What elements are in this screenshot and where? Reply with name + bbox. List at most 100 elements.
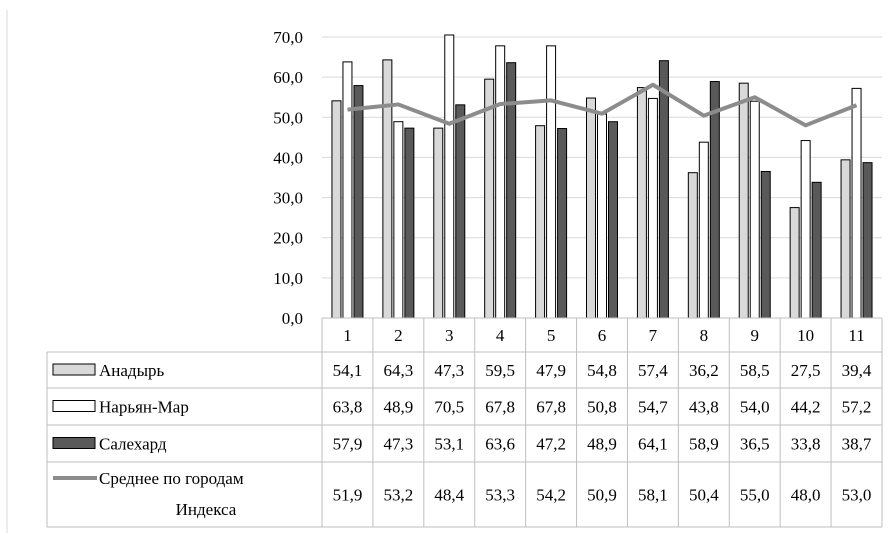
- data-label: 47,2: [536, 435, 566, 454]
- data-label: 50,8: [587, 398, 617, 417]
- y-tick-label: 70,0: [273, 28, 303, 47]
- bar: [444, 34, 455, 319]
- bar: [738, 82, 749, 319]
- data-label: 54,7: [638, 398, 668, 417]
- data-label: 43,8: [689, 398, 719, 417]
- data-label: 58,5: [740, 361, 770, 380]
- average-line: [347, 82, 858, 128]
- bar: [353, 85, 364, 319]
- bar: [546, 45, 557, 319]
- data-label: 36,2: [689, 361, 719, 380]
- data-label: 36,5: [740, 435, 770, 454]
- data-label: 67,8: [485, 398, 515, 417]
- y-tick-label: 10,0: [273, 269, 303, 288]
- data-label: 44,2: [791, 398, 821, 417]
- x-tick-label: 1: [343, 326, 352, 345]
- data-label: 47,9: [536, 361, 566, 380]
- data-label: 54,2: [536, 486, 566, 505]
- data-label: 70,5: [434, 398, 464, 417]
- y-tick-label: 30,0: [273, 189, 303, 208]
- data-label: 48,9: [587, 435, 617, 454]
- legend-label: Нарьян-Мар: [99, 398, 189, 417]
- data-label: 27,5: [791, 361, 821, 380]
- data-label: 63,8: [333, 398, 363, 417]
- data-label: 38,7: [842, 435, 872, 454]
- bar: [404, 127, 415, 319]
- data-label: 57,2: [842, 398, 872, 417]
- bar: [647, 97, 658, 319]
- data-label: 47,3: [383, 435, 413, 454]
- x-tick-label: 11: [848, 326, 864, 345]
- bar: [608, 121, 618, 319]
- x-tick-label: 8: [700, 326, 709, 345]
- bar: [709, 81, 720, 319]
- y-tick-label: 20,0: [273, 229, 303, 248]
- average-line-series: [347, 82, 858, 128]
- bar: [586, 97, 596, 319]
- data-label: 50,4: [689, 486, 719, 505]
- data-label: 47,3: [434, 361, 464, 380]
- data-label: 64,3: [383, 361, 413, 380]
- data-label: 48,4: [434, 486, 464, 505]
- data-table: 1 2 3 4 5 6 7 8 9 10 11 Анадырь 54,1 64,3 47,3 59,5 47,9…: [46, 317, 883, 528]
- y-axis: 0,0 10,0 20,0 30,0 40,0 50,0 60,0 70,0: [273, 28, 303, 328]
- data-label: 58,9: [689, 435, 719, 454]
- data-label: 57,4: [638, 361, 668, 380]
- x-tick-label: 4: [496, 326, 505, 345]
- legend-label: Анадырь: [99, 361, 164, 380]
- x-tick-label: 6: [598, 326, 607, 345]
- y-tick-label: 40,0: [273, 148, 303, 167]
- bar: [658, 60, 669, 319]
- bar: [506, 62, 517, 319]
- data-label: 63,6: [485, 435, 515, 454]
- bar: [455, 104, 466, 319]
- bar: [342, 61, 353, 319]
- data-label: 58,1: [638, 486, 668, 505]
- bar: [698, 141, 709, 319]
- x-tick-label: 2: [394, 326, 403, 345]
- data-label: 48,0: [791, 486, 821, 505]
- bar: [800, 140, 811, 319]
- bar: [433, 127, 444, 319]
- data-label: 51,9: [333, 486, 363, 505]
- bar: [535, 125, 546, 319]
- legend-key: [52, 437, 96, 449]
- data-label: 53,1: [434, 435, 464, 454]
- bar: [840, 159, 851, 319]
- data-label: 33,8: [791, 435, 821, 454]
- y-tick-label: 50,0: [273, 108, 303, 127]
- bar: [382, 59, 393, 319]
- y-tick-label: 60,0: [273, 68, 303, 87]
- bar: [851, 87, 862, 319]
- bar: [557, 128, 568, 319]
- bar: [749, 100, 760, 319]
- data-label: 55,0: [740, 486, 770, 505]
- legend-key: [52, 400, 96, 412]
- x-tick-label: 10: [797, 326, 814, 345]
- data-label: 54,0: [740, 398, 770, 417]
- y-tick-label: 0,0: [282, 309, 303, 328]
- bar: [495, 45, 506, 319]
- bar: [687, 172, 698, 319]
- data-label: 53,0: [842, 486, 872, 505]
- bar: [789, 207, 800, 319]
- data-label: 53,2: [383, 486, 413, 505]
- data-label: 39,4: [842, 361, 872, 380]
- bar: [636, 87, 647, 319]
- data-label: 50,9: [587, 486, 617, 505]
- bar: [393, 121, 404, 319]
- x-tick-label: 9: [750, 326, 759, 345]
- bar: [484, 78, 495, 319]
- bar: [862, 162, 873, 319]
- bar: [811, 181, 822, 319]
- legend-key: [52, 363, 96, 376]
- data-label: 64,1: [638, 435, 668, 454]
- bar: [331, 100, 342, 319]
- bar: [760, 170, 771, 319]
- legend-label: Среднее по городам: [99, 469, 244, 488]
- x-tick-label: 7: [649, 326, 658, 345]
- data-label: 57,9: [333, 435, 363, 454]
- legend-label: Салехард: [99, 435, 167, 454]
- x-tick-label: 5: [547, 326, 556, 345]
